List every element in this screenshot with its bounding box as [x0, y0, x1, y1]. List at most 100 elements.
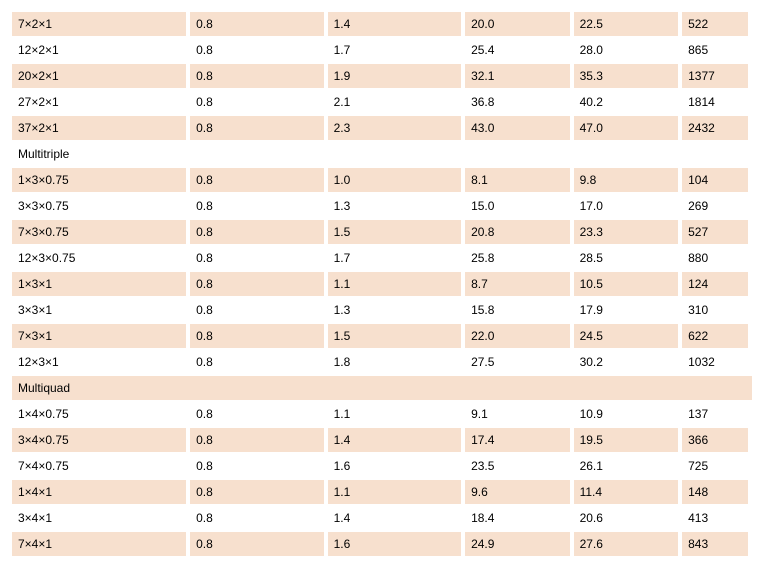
table-row: 7×4×10.81.624.927.6843	[12, 532, 752, 556]
cell-col-5: 725	[682, 454, 748, 478]
cell-col-5: 104	[682, 168, 748, 192]
cell-col-1: 0.8	[190, 90, 324, 114]
cell-col-1: 0.8	[190, 350, 324, 374]
cell-col-0: 12×3×0.75	[12, 246, 186, 270]
cell-col-2: 1.1	[328, 402, 462, 426]
cell-col-5: 413	[682, 506, 748, 530]
section-header-label: Multitriple	[12, 142, 752, 166]
cell-col-4: 27.6	[574, 532, 679, 556]
cell-col-4: 28.5	[574, 246, 679, 270]
cell-col-5: 1814	[682, 90, 748, 114]
cell-col-0: 7×4×1	[12, 532, 186, 556]
cell-col-5: 1032	[682, 350, 748, 374]
cell-col-3: 9.1	[465, 402, 570, 426]
cell-col-0: 7×2×1	[12, 12, 186, 36]
cell-col-5: 843	[682, 532, 748, 556]
cell-col-5: 366	[682, 428, 748, 452]
cell-col-1: 0.8	[190, 246, 324, 270]
cell-col-0: 3×3×1	[12, 298, 186, 322]
cell-col-2: 1.4	[328, 506, 462, 530]
cell-col-4: 19.5	[574, 428, 679, 452]
cell-col-3: 18.4	[465, 506, 570, 530]
cell-col-0: 37×2×1	[12, 116, 186, 140]
cell-col-1: 0.8	[190, 64, 324, 88]
cell-col-2: 1.8	[328, 350, 462, 374]
cell-col-2: 1.5	[328, 324, 462, 348]
cell-col-1: 0.8	[190, 324, 324, 348]
cell-col-0: 1×3×1	[12, 272, 186, 296]
cell-col-5: 310	[682, 298, 748, 322]
cell-col-1: 0.8	[190, 402, 324, 426]
cell-col-0: 12×2×1	[12, 38, 186, 62]
cell-col-0: 1×4×0.75	[12, 402, 186, 426]
cell-col-4: 28.0	[574, 38, 679, 62]
cell-col-2: 2.1	[328, 90, 462, 114]
cell-col-3: 25.8	[465, 246, 570, 270]
cell-col-0: 7×3×1	[12, 324, 186, 348]
cell-col-3: 32.1	[465, 64, 570, 88]
data-table: 7×2×10.81.420.022.552212×2×10.81.725.428…	[12, 12, 752, 556]
table-row: 3×4×0.750.81.417.419.5366	[12, 428, 752, 452]
cell-col-0: 3×4×1	[12, 506, 186, 530]
table-row: 7×3×0.750.81.520.823.3527	[12, 220, 752, 244]
cell-col-1: 0.8	[190, 506, 324, 530]
cell-col-1: 0.8	[190, 194, 324, 218]
cell-col-2: 1.6	[328, 454, 462, 478]
table-row: 1×4×0.750.81.19.110.9137	[12, 402, 752, 426]
cell-col-1: 0.8	[190, 116, 324, 140]
cell-col-2: 1.4	[328, 12, 462, 36]
table-row: 27×2×10.82.136.840.21814	[12, 90, 752, 114]
table-row: 7×3×10.81.522.024.5622	[12, 324, 752, 348]
table-row: 1×4×10.81.19.611.4148	[12, 480, 752, 504]
cell-col-0: 7×4×0.75	[12, 454, 186, 478]
section-header: Multiquad	[12, 376, 752, 400]
cell-col-1: 0.8	[190, 38, 324, 62]
cell-col-3: 36.8	[465, 90, 570, 114]
table-row: 3×3×10.81.315.817.9310	[12, 298, 752, 322]
table-row: 20×2×10.81.932.135.31377	[12, 64, 752, 88]
cell-col-2: 1.9	[328, 64, 462, 88]
section-header-label: Multiquad	[12, 376, 752, 400]
table-row: 37×2×10.82.343.047.02432	[12, 116, 752, 140]
cell-col-5: 880	[682, 246, 748, 270]
cell-col-3: 17.4	[465, 428, 570, 452]
cell-col-4: 17.0	[574, 194, 679, 218]
cell-col-4: 40.2	[574, 90, 679, 114]
cell-col-4: 35.3	[574, 64, 679, 88]
cell-col-3: 15.8	[465, 298, 570, 322]
cell-col-0: 27×2×1	[12, 90, 186, 114]
cell-col-3: 24.9	[465, 532, 570, 556]
cell-col-3: 8.1	[465, 168, 570, 192]
cell-col-2: 1.6	[328, 532, 462, 556]
cell-col-2: 1.7	[328, 246, 462, 270]
cell-col-1: 0.8	[190, 532, 324, 556]
cell-col-4: 30.2	[574, 350, 679, 374]
cell-col-3: 9.6	[465, 480, 570, 504]
cell-col-4: 24.5	[574, 324, 679, 348]
cell-col-2: 1.1	[328, 480, 462, 504]
cell-col-1: 0.8	[190, 12, 324, 36]
cell-col-4: 11.4	[574, 480, 679, 504]
table-row: 3×3×0.750.81.315.017.0269	[12, 194, 752, 218]
cell-col-3: 27.5	[465, 350, 570, 374]
cell-col-3: 43.0	[465, 116, 570, 140]
cell-col-1: 0.8	[190, 454, 324, 478]
cell-col-0: 1×3×0.75	[12, 168, 186, 192]
cell-col-2: 1.3	[328, 194, 462, 218]
cell-col-5: 2432	[682, 116, 748, 140]
cell-col-4: 10.5	[574, 272, 679, 296]
cell-col-4: 10.9	[574, 402, 679, 426]
cell-col-0: 3×3×0.75	[12, 194, 186, 218]
cell-col-1: 0.8	[190, 480, 324, 504]
cell-col-3: 20.0	[465, 12, 570, 36]
cell-col-5: 522	[682, 12, 748, 36]
cell-col-5: 622	[682, 324, 748, 348]
cell-col-5: 148	[682, 480, 748, 504]
cell-col-5: 124	[682, 272, 748, 296]
cell-col-2: 1.5	[328, 220, 462, 244]
table-row: 12×3×10.81.827.530.21032	[12, 350, 752, 374]
cell-col-3: 15.0	[465, 194, 570, 218]
cell-col-0: 7×3×0.75	[12, 220, 186, 244]
table-row: 1×3×0.750.81.08.19.8104	[12, 168, 752, 192]
cell-col-3: 22.0	[465, 324, 570, 348]
